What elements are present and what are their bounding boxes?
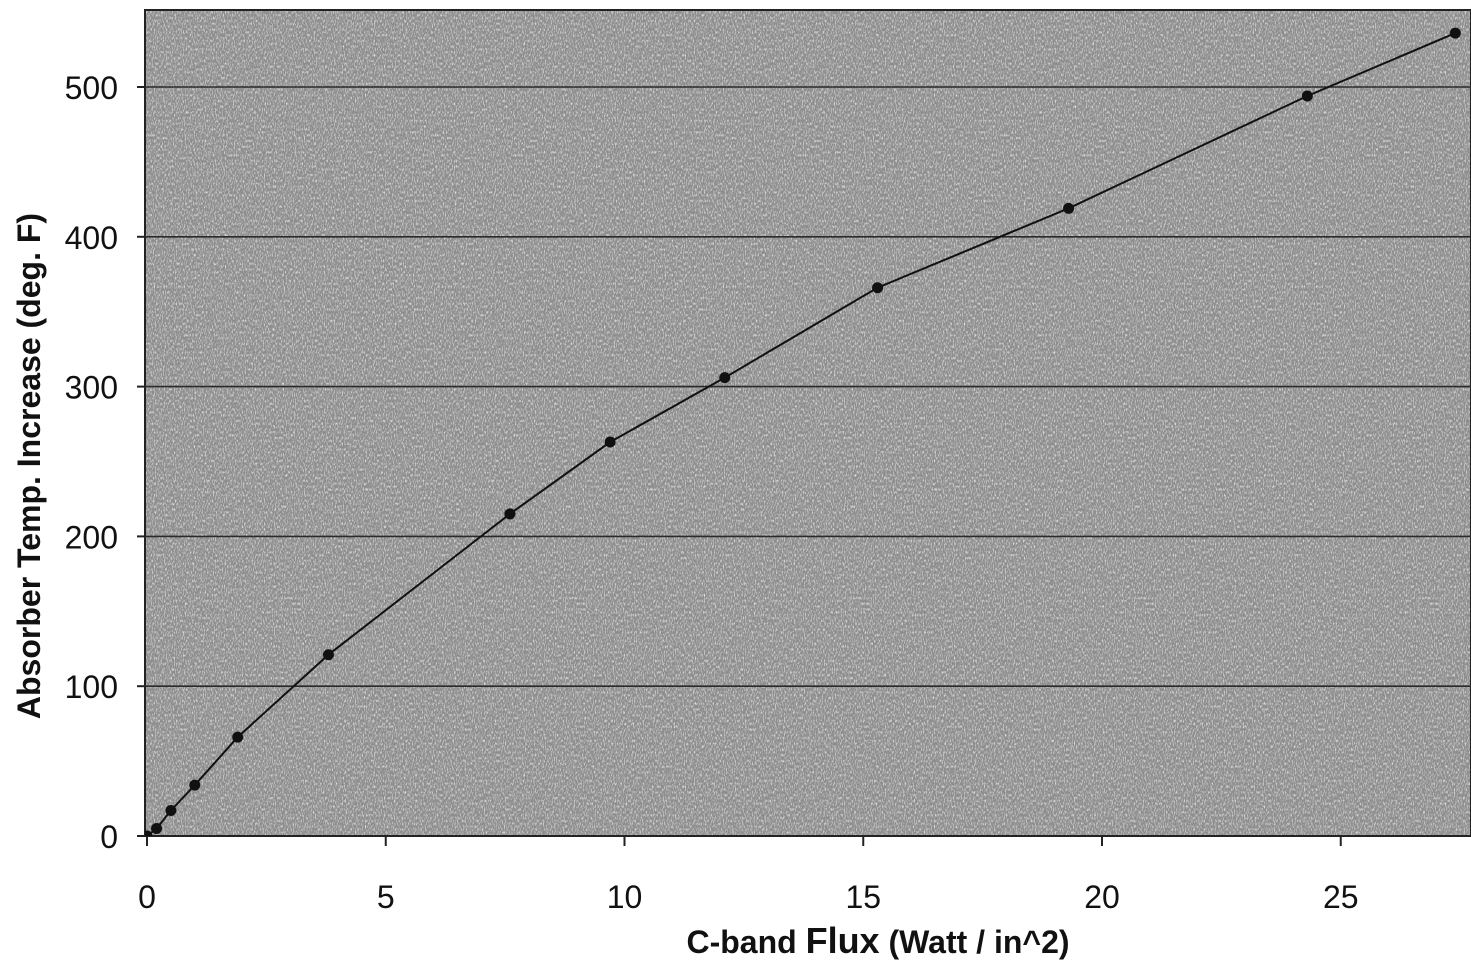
x-tick-label-0: 0 [138,879,156,915]
x-tick-label-10: 10 [607,879,643,915]
data-point-0-7 [604,436,616,448]
x-tick-label-5: 5 [377,879,395,915]
data-series [145,27,1461,836]
x-axis-title-suffix: (Watt / in^2) [888,924,1069,960]
y-tick-label-500: 500 [65,70,118,106]
plot-texture [145,10,1471,836]
plot-frame [144,9,1471,837]
data-point-0-9 [872,282,884,294]
y-axis-title: Absorber Temp. Increase (deg. F) [11,213,47,719]
data-point-0-10 [1063,202,1075,214]
data-point-0-6 [504,508,516,520]
y-axis-ticks: 0 100 200 300 400 500 [65,70,145,855]
x-tick-label-25: 25 [1323,879,1359,915]
x-axis-title: C-band Flux (Watt / in^2) [686,920,1069,961]
data-point-0-8 [719,372,731,384]
data-point-0-4 [232,731,244,743]
y-tick-label-0: 0 [100,819,118,855]
data-point-0-5 [322,649,334,661]
x-axis-title-bold: Flux [806,920,880,961]
x-tick-label-15: 15 [845,879,881,915]
y-tick-label-300: 300 [65,370,118,406]
grid-lines [145,86,1471,688]
data-point-0-1 [151,823,163,835]
x-axis-title-prefix: C-band [686,924,805,960]
y-tick-label-400: 400 [65,220,118,256]
data-point-0-3 [189,779,201,791]
data-point-0-2 [165,805,177,817]
plot-area [144,9,1471,837]
data-point-0-12 [1449,27,1461,39]
data-point-0-0 [145,830,153,836]
y-tick-label-200: 200 [65,519,118,555]
x-tick-label-20: 20 [1084,879,1120,915]
data-point-0-11 [1301,90,1313,102]
y-tick-label-100: 100 [65,669,118,705]
x-axis-ticks: 0 5 10 15 20 25 [138,836,1359,915]
